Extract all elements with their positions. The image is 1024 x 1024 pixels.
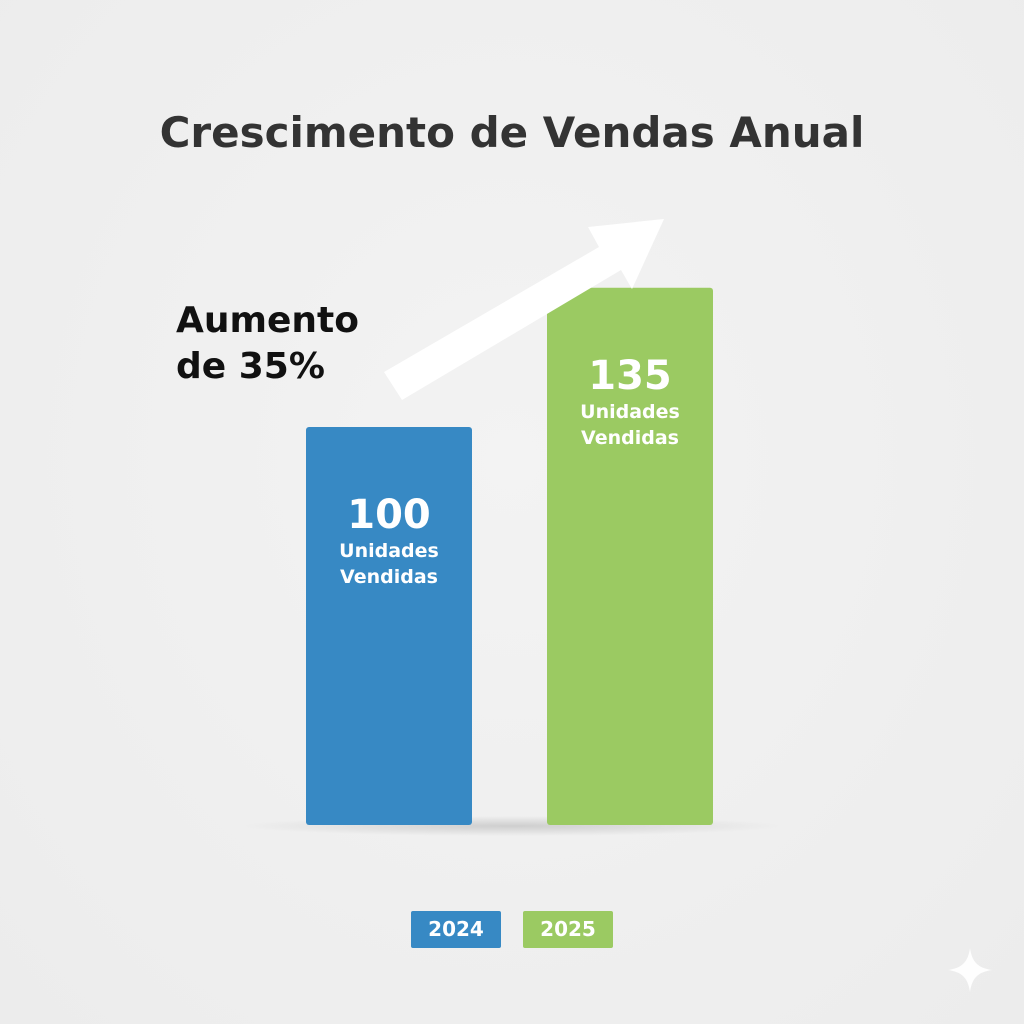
- bar-label-2024: 100 Unidades Vendidas: [306, 492, 472, 590]
- bar-label-2025: 135 Unidades Vendidas: [547, 353, 713, 451]
- bar-2024: [306, 427, 472, 825]
- legend: 2024 2025: [411, 911, 613, 948]
- chart-title: Crescimento de Vendas Anual: [159, 108, 865, 157]
- bar-value-label: 100: [347, 492, 431, 538]
- bars-layer: [306, 287, 713, 825]
- growth-annotation: Aumento de 35%: [176, 298, 376, 390]
- sparkle-icon: [948, 948, 992, 992]
- bar-unit-label: Vendidas: [581, 426, 679, 449]
- bar-unit-label: Unidades: [580, 400, 680, 423]
- bar-2025: [547, 287, 713, 825]
- bar-value-label: 135: [588, 352, 672, 399]
- arrow-up-right-icon: [384, 219, 664, 400]
- annotation-line1: Aumento: [176, 300, 359, 341]
- annotation-line2: de 35%: [176, 346, 325, 387]
- bar-unit-label: Unidades: [339, 540, 439, 562]
- legend-entry-2024: 2024: [411, 911, 501, 948]
- bar-unit-label: Vendidas: [340, 566, 438, 588]
- legend-entry-2025: 2025: [523, 911, 613, 948]
